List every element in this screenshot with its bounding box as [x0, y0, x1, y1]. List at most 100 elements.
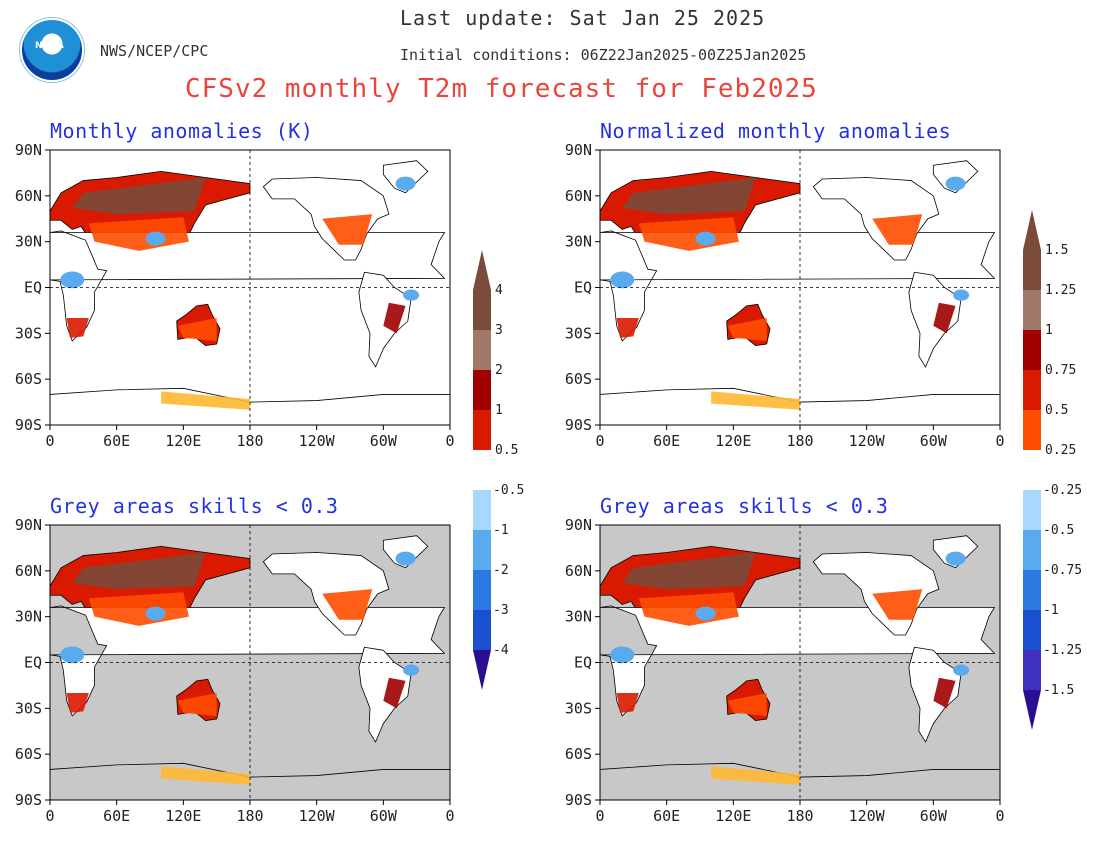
anomaly-region	[177, 318, 217, 341]
x-tick-label: 0	[45, 432, 54, 450]
y-tick-label: EQ	[24, 654, 42, 672]
anomaly-region	[66, 693, 89, 713]
map-panel-4: 0 60E 120E 180 120W 60W 0 90N 60N 30N EQ 30S 60S 90S	[565, 516, 1005, 825]
colorbar-label: 2	[495, 363, 503, 378]
colorbar-absolute: 4 3 2 1 0.5 -0.5 -1 -2 -3 -4	[473, 250, 524, 690]
x-tick-label: 120W	[849, 807, 886, 825]
cold-anomaly	[945, 176, 966, 191]
colorbar-segment	[473, 610, 491, 650]
y-tick-label: 30S	[15, 324, 42, 342]
colorbar-segment	[1023, 570, 1041, 610]
colorbar-label: 1	[495, 403, 503, 418]
anomaly-region	[322, 589, 373, 620]
colorbar-segment	[473, 370, 491, 410]
colorbar-arrow-top	[473, 250, 491, 290]
x-tick-label: 60W	[370, 807, 398, 825]
anomaly-region	[711, 766, 800, 785]
x-tick-label: 60E	[653, 432, 680, 450]
colorbar-label: 1.25	[1045, 283, 1076, 298]
map-panel-1: 0 60E 120E 180 120W 60W 0 90N 60N 30N EQ 30S 60S 90S	[15, 141, 455, 450]
cold-anomaly	[695, 606, 716, 621]
anomaly-region	[622, 177, 756, 215]
x-tick-label: 120E	[165, 432, 201, 450]
colorbar-segment	[1023, 330, 1041, 370]
colorbar-label: 1.5	[1045, 243, 1068, 258]
colorbar-segment	[1023, 490, 1041, 530]
anomaly-region	[66, 318, 89, 338]
colorbar-label: 3	[495, 323, 503, 338]
y-tick-label: 30S	[15, 699, 42, 717]
y-tick-label: 90N	[565, 516, 592, 534]
anomaly-region	[616, 318, 639, 338]
colorbar-label: 4	[495, 283, 503, 298]
colorbar-label: 0.25	[1045, 443, 1076, 458]
x-tick-label: 0	[445, 432, 454, 450]
anomaly-region	[933, 677, 956, 709]
x-tick-label: 60W	[920, 807, 948, 825]
cold-anomaly	[695, 231, 716, 246]
cold-anomaly	[610, 271, 635, 289]
anomaly-region	[161, 766, 250, 785]
anomaly-region	[711, 391, 800, 410]
x-tick-label: 120E	[165, 807, 201, 825]
cold-anomaly	[145, 231, 166, 246]
y-tick-label: EQ	[574, 654, 592, 672]
anomaly-region	[727, 318, 767, 341]
cold-anomaly	[145, 606, 166, 621]
anomaly-region	[872, 589, 923, 620]
x-tick-label: 180	[786, 807, 813, 825]
colorbar-arrow-bottom	[1023, 690, 1041, 730]
anomaly-region	[72, 552, 206, 590]
colorbar-label: -0.75	[1043, 563, 1082, 578]
colorbar-segment	[473, 410, 491, 450]
colorbar-arrow-bottom	[473, 650, 491, 690]
colorbar-label: -1.25	[1043, 643, 1082, 658]
y-tick-label: 60N	[15, 187, 42, 205]
anomaly-region	[383, 677, 406, 709]
map-panel-2: 0 60E 120E 180 120W 60W 0 90N 60N 30N EQ 30S 60S 90S	[565, 141, 1005, 450]
y-tick-label: 30S	[565, 324, 592, 342]
colorbar-arrow-top	[1023, 210, 1041, 250]
anomaly-region	[872, 214, 923, 245]
y-tick-label: 60N	[565, 562, 592, 580]
x-tick-label: 0	[995, 807, 1004, 825]
panel-title-4: Grey areas skills < 0.3	[600, 494, 889, 518]
y-tick-label: 90S	[15, 416, 42, 434]
cold-anomaly	[395, 551, 416, 566]
y-tick-label: 90N	[15, 141, 42, 159]
colorbar-segment	[1023, 650, 1041, 690]
y-tick-label: 30N	[15, 608, 42, 626]
map-panel-3: 0 60E 120E 180 120W 60W 0 90N 60N 30N EQ 30S 60S 90S	[15, 516, 455, 825]
x-tick-label: 0	[595, 432, 604, 450]
colorbar-label: -3	[493, 603, 509, 618]
y-tick-label: 60N	[565, 187, 592, 205]
cold-anomaly	[60, 646, 85, 664]
y-tick-label: 90S	[565, 416, 592, 434]
x-tick-label: 60W	[370, 432, 398, 450]
colorbar-label: -0.5	[493, 483, 524, 498]
colorbar-label: 0.5	[495, 443, 518, 458]
panel-title-3: Grey areas skills < 0.3	[50, 494, 339, 518]
panel-title-1: Monthly anomalies (K)	[50, 119, 314, 143]
colorbar-label: -1	[1043, 603, 1059, 618]
x-tick-label: 120W	[849, 432, 886, 450]
colorbar-segment	[473, 490, 491, 530]
cold-anomaly	[403, 664, 420, 676]
anomaly-region	[933, 302, 956, 334]
y-tick-label: EQ	[24, 279, 42, 297]
colorbar-segment	[1023, 290, 1041, 330]
noaa-logo-icon	[20, 18, 84, 82]
colorbar-segment	[1023, 610, 1041, 650]
y-tick-label: 30N	[15, 233, 42, 251]
y-tick-label: 30S	[565, 699, 592, 717]
colorbar-neutral	[473, 450, 491, 490]
colorbar-segment	[1023, 250, 1041, 290]
colorbar-segment	[473, 530, 491, 570]
colorbar-label: -1	[493, 523, 509, 538]
y-tick-label: 60S	[565, 370, 592, 388]
y-tick-label: 30N	[565, 233, 592, 251]
colorbar-segment	[473, 570, 491, 610]
y-tick-label: 60S	[15, 745, 42, 763]
colorbar-segment	[1023, 530, 1041, 570]
x-tick-label: 60E	[653, 807, 680, 825]
